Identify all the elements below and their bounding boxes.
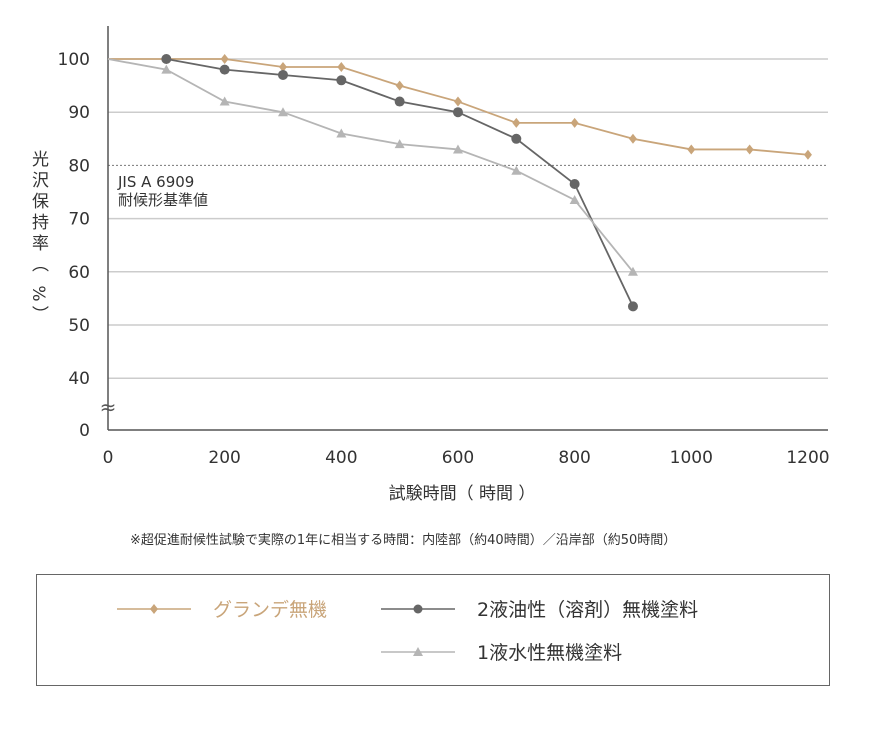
data-point xyxy=(570,117,579,128)
data-point xyxy=(277,69,288,80)
data-point xyxy=(161,54,172,64)
data-point xyxy=(219,96,230,106)
reference-label: JIS A 6909 xyxy=(117,173,194,191)
data-point xyxy=(394,139,405,149)
axis-break-icon: ≈ xyxy=(100,395,117,419)
data-point xyxy=(278,61,287,72)
x-tick-label: 600 xyxy=(442,448,474,468)
data-point xyxy=(627,301,638,312)
y-tick-label: 70 xyxy=(68,210,90,230)
data-point xyxy=(394,96,405,107)
y-tick-label: 60 xyxy=(68,263,90,283)
y-axis-title: 光沢保持率（ %） xyxy=(28,150,49,327)
data-point xyxy=(453,96,462,107)
data-point xyxy=(220,54,229,64)
series-line-2 xyxy=(107,58,634,273)
series-line-0 xyxy=(108,58,809,156)
data-point xyxy=(511,165,522,175)
y-tick-label: 50 xyxy=(68,316,90,336)
data-point xyxy=(277,107,288,117)
data-point xyxy=(336,75,347,86)
legend-item-2-liquid: 2液油性（溶剤）無機塗料 xyxy=(381,595,698,622)
y-tick-label: 90 xyxy=(68,103,90,123)
reference-label: 耐候形基準値 xyxy=(118,191,208,209)
x-tick-label: 1000 xyxy=(670,448,713,468)
data-point xyxy=(161,64,172,74)
y-tick-label: 100 xyxy=(58,50,90,70)
data-point xyxy=(569,194,580,204)
data-point xyxy=(687,144,696,155)
data-point xyxy=(512,117,521,128)
footnote: ※超促進耐候性試験で実際の1年に相当する時間：内陸部（約40時間）／沿岸部（約5… xyxy=(130,533,677,548)
data-point xyxy=(628,133,637,144)
x-tick-label: 800 xyxy=(558,448,590,468)
x-tick-label: 400 xyxy=(325,448,357,468)
data-point xyxy=(452,107,463,118)
data-point xyxy=(745,144,754,155)
legend: グランデ無機 2液油性（溶剤）無機塗料 1液水性無機塗料 xyxy=(36,574,830,686)
y-tick-label: 0 xyxy=(79,421,90,441)
series-line-1 xyxy=(166,58,634,307)
data-point xyxy=(337,61,346,72)
data-point xyxy=(219,64,230,75)
legend-item-1-liquid: 1液水性無機塗料 xyxy=(381,638,622,665)
data-point xyxy=(803,149,812,160)
triangle-marker-icon xyxy=(381,646,455,656)
data-point xyxy=(336,128,347,138)
data-point xyxy=(395,80,404,91)
x-tick-label: 1200 xyxy=(786,448,829,468)
diamond-marker-icon xyxy=(117,603,191,614)
legend-item-grande: グランデ無機 xyxy=(117,595,327,622)
circle-marker-icon xyxy=(381,604,455,613)
x-tick-label: 200 xyxy=(208,448,240,468)
y-tick-label: 40 xyxy=(68,369,90,389)
x-tick-label: 0 xyxy=(103,448,114,468)
data-point xyxy=(569,179,580,190)
data-point xyxy=(452,144,463,154)
data-point xyxy=(511,133,522,144)
data-point xyxy=(627,266,638,276)
y-tick-label: 80 xyxy=(68,156,90,176)
x-axis-title: 試験時間（ 時間 ） xyxy=(389,484,536,504)
